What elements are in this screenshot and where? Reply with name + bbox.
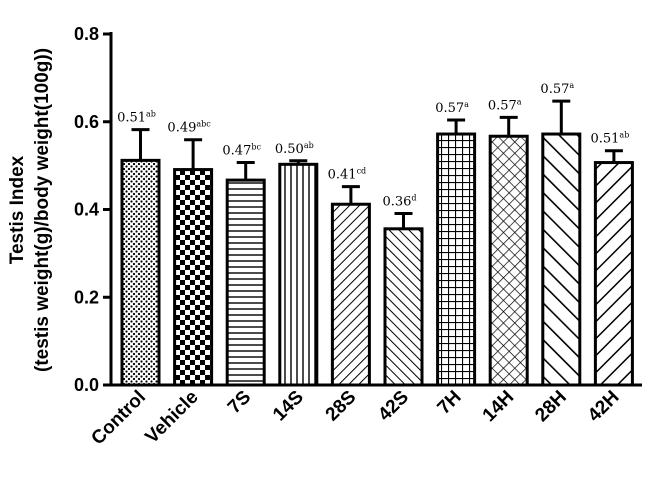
significance-letter: a [464,100,469,109]
x-category-label: 7H [434,387,466,419]
y-tick-label: 0.6 [74,112,99,132]
data-label: 0.47bc [222,143,261,159]
x-category-label: 42H [584,387,623,426]
y-axis-subtitle: (testis weight(g)/body weight(100g)) [32,48,53,372]
x-category-label: Control [87,387,150,450]
y-tick-label: 0.4 [74,200,99,220]
x-category-label: Vehicle [141,387,202,448]
bar-14h [488,134,529,387]
bar-7h [436,132,477,387]
significance-letter: ab [304,141,314,150]
data-label: 0.50ab [275,141,314,157]
x-category-label: 7S [224,387,255,418]
x-category-label: 14H [479,387,518,426]
data-value: 0.57 [488,98,517,113]
data-value: 0.50 [275,142,304,157]
data-value: 0.57 [435,101,464,116]
x-category-label: 14S [269,387,308,426]
data-label: 0.36d [382,193,416,209]
y-axis-ticks: 0.0 0.2 0.4 0.6 0.8 [74,24,111,395]
x-category-label: 28H [531,387,570,426]
data-label: 0.57a [435,100,469,116]
data-value: 0.41 [328,168,357,183]
significance-letter: bc [251,143,261,152]
y-axis-title: Testis Index [7,155,28,264]
bar-42h [593,161,634,387]
data-value: 0.51 [590,132,619,147]
data-label: 0.41cd [328,167,367,183]
significance-letter: d [411,193,416,202]
bar-28h [541,132,582,387]
significance-letter: abc [196,120,211,129]
y-tick-label: 0.0 [74,375,99,395]
significance-letter: ab [146,110,156,119]
bar-vehicle [173,168,214,387]
data-label: 0.51ab [117,110,156,126]
bar-28s [330,202,371,387]
data-label: 0.57a [540,81,574,97]
bar-control [120,158,161,387]
y-tick-label: 0.8 [74,24,99,44]
data-value: 0.49 [167,121,196,136]
bar-42s [383,227,424,387]
data-value: 0.47 [222,144,251,159]
bar-14s [278,162,319,387]
data-value: 0.51 [117,111,146,126]
data-label: 0.57a [488,97,522,113]
y-tick-label: 0.2 [74,287,99,307]
data-label: 0.51ab [590,131,629,147]
significance-letter: cd [357,167,367,176]
x-category-label: 42S [374,387,413,426]
significance-letter: a [517,97,522,106]
data-value: 0.57 [540,82,569,97]
bar-7s [225,178,266,387]
x-category-label: 28S [322,387,361,426]
data-value: 0.36 [382,194,411,209]
significance-letter: a [569,81,574,90]
data-label: 0.49abc [167,120,211,136]
significance-letter: ab [619,131,629,140]
